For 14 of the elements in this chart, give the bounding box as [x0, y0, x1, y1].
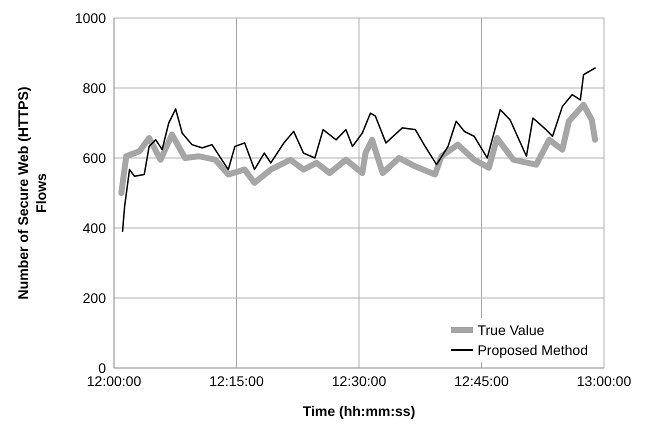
x-tick-label: 13:00:00 [576, 372, 632, 389]
x-tick-label: 12:15:00 [209, 372, 264, 389]
y-tick-label: 1000 [74, 10, 106, 26]
y-tick-label: 800 [82, 80, 106, 96]
y-axis-title: Number of Secure Web (HTTPS) Flows [15, 86, 49, 300]
y-tick-label: 200 [82, 290, 106, 306]
y-tick-label: 400 [82, 220, 106, 236]
x-tick-label: 12:30:00 [332, 372, 386, 389]
line-series [122, 67, 596, 232]
x-axis-title: Time (hh:mm:ss) [302, 403, 416, 419]
y-tick-label: 600 [82, 150, 106, 166]
x-tick-label: 12:45:00 [454, 372, 509, 389]
legend-label: True Value [477, 322, 544, 338]
legend-label: Proposed Method [477, 342, 588, 358]
